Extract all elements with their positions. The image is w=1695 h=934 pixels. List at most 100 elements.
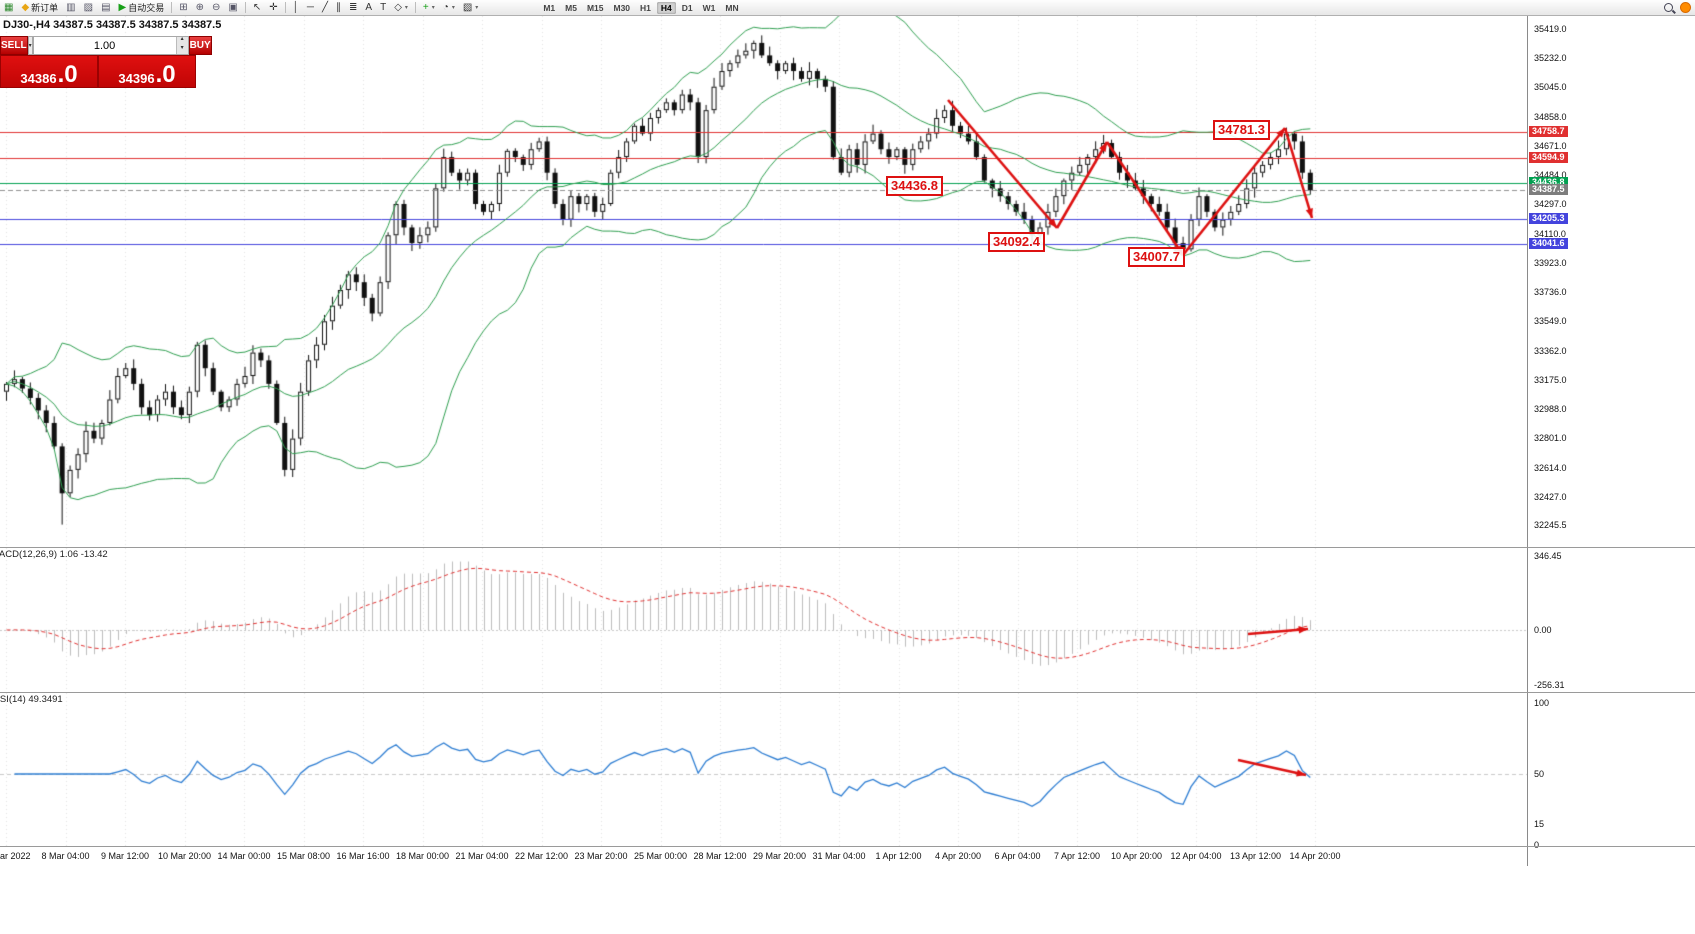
price-level-tag: 34205.3 [1529,212,1568,224]
buy-price-display[interactable]: 34396.0 [98,55,196,88]
macd-scale-label: -256.31 [1534,679,1565,690]
data-window-icon[interactable]: ▤ [98,1,113,14]
templates-icon[interactable]: ▧ ▾ [460,1,481,14]
price-annotation[interactable]: 34092.4 [988,232,1045,252]
new-chart-icon[interactable]: ⊞ [176,1,190,14]
chart-window-icon-glyph-icon: ▥ [66,1,76,13]
sell-price-display[interactable]: 34386.0 [0,55,98,88]
timeframe-m30[interactable]: M30 [613,2,631,13]
tile-windows-icon[interactable]: ▣ [225,1,240,14]
volume-increase-button[interactable] [176,37,188,46]
price-scale-label: 33175.0 [1534,374,1567,385]
fibonacci-icon[interactable]: ≣ [346,1,360,14]
price-scale-label: 34858.0 [1534,111,1567,122]
macd-canvas[interactable] [0,548,1527,692]
trendline-icon[interactable]: ╱ [319,1,331,14]
price-level-tag: 34387.5 [1529,184,1568,196]
volume-stepper [175,37,188,54]
price-level-tag: 34594.9 [1529,151,1568,163]
vertical-line-icon[interactable]: │ [290,1,302,14]
price-scale-label: 33362.0 [1534,345,1567,356]
trade-panel-prices: 34386.0 34396.0 [0,55,196,88]
toolbar: ▦ ◆ 新订单 ▥ ▨ ▤ ▶ 自动交易 ⊞ ⊕ ⊖ ▣ ↖ ✛ │ ─ ╱ ∥ ≣ A T ◇ ▾ + ▾ ◔ ▾ ▧ ▾ M1 M5 M… [0,0,1695,16]
time-axis-label: 21 Mar 04:00 [455,851,509,861]
timeframe-d1[interactable]: D1 [681,2,693,13]
timeframe-m15[interactable]: M15 [586,2,604,13]
volume-input[interactable] [33,37,176,54]
price-scale-label: 32245.5 [1534,520,1567,531]
rsi-canvas[interactable] [0,693,1527,846]
toolbar-right-group [1664,2,1691,13]
timeframe-m5[interactable]: M5 [565,2,577,13]
shapes-icon[interactable]: ◇ ▾ [391,1,411,14]
price-scale-label: 34671.0 [1534,140,1567,151]
periods-icon[interactable]: ◔ ▾ [440,1,458,14]
volume-decrease-button[interactable] [176,45,188,54]
chart-window-icon[interactable]: ▥ [63,1,78,14]
price-level-tag: 34436.8 [1529,176,1568,188]
time-axis-label: 9 Mar 12:00 [100,851,150,861]
price-level-tag: 34758.7 [1529,126,1568,138]
time-axis-label: 7 Apr 12:00 [1053,851,1101,861]
notification-dot[interactable] [1680,2,1691,13]
panel-separator[interactable] [0,547,1695,548]
rsi-scale-label: 15 [1534,818,1545,829]
charts-grid-icon[interactable]: ▦ [1,1,16,14]
macd-scale-label: 0.00 [1534,625,1552,635]
price-scale-label: 33923.0 [1534,257,1567,268]
auto-trading-button[interactable]: ▶ 自动交易 [116,1,168,14]
new-chart-icon-glyph-icon: ⊞ [179,1,188,13]
timeframe-h1[interactable]: H1 [640,2,651,13]
volume-field [32,36,189,55]
text-icon[interactable]: A [362,1,375,14]
new-order-button-label: 新订单 [31,3,59,13]
sell-price-pips: .0 [57,60,78,88]
crosshair-icon[interactable]: ✛ [266,1,280,14]
price-chart-canvas[interactable] [0,16,1527,547]
price-scale-label: 35045.0 [1534,82,1567,93]
zoom-in-icon[interactable]: ⊕ [193,1,207,14]
main-price-chart: DJ30-,H4 34387.5 34387.5 34387.5 34387.5… [0,16,1527,547]
price-annotation[interactable]: 34781.3 [1213,120,1270,140]
buy-button[interactable]: BUY [188,36,212,55]
caret-down-icon: ▾ [404,5,408,11]
search-icon[interactable] [1664,3,1673,12]
time-axis-label: 31 Mar 04:00 [812,851,866,861]
time-axis-label: ar 2022 [0,851,31,861]
price-annotation[interactable]: 34436.8 [886,176,943,196]
zoom-out-icon[interactable]: ⊖ [209,1,223,14]
time-axis-label: 14 Apr 20:00 [1289,851,1341,861]
templates-icon-glyph-icon: ▧ [462,1,473,13]
time-axis-label: 4 Apr 20:00 [934,851,982,861]
macd-scale-label: 346.45 [1534,551,1562,561]
indicators-icon[interactable]: + ▾ [420,1,438,14]
timeframe-bar: M1 M5 M15 M30 H1 H4 D1 W1 MN [538,1,743,14]
text-label-icon[interactable]: T [377,1,389,14]
time-axis-label: 25 Mar 00:00 [633,851,688,861]
time-axis: ar 2022 8 Mar 04:00 9 Mar 12:00 10 Mar 20:0… [0,848,1527,865]
shapes-icon-glyph-icon: ◇ [394,1,402,13]
cursor-icon[interactable]: ↖ [250,1,264,14]
time-axis-label: 12 Apr 04:00 [1170,851,1222,861]
profiles-icon[interactable]: ▨ [81,1,96,14]
toolbar-separator [244,2,246,13]
new-order-button[interactable]: ◆ 新订单 [18,1,61,14]
indicators-icon-glyph-icon: + [422,1,429,13]
panel-separator[interactable] [0,692,1695,693]
timeframe-h4[interactable]: H4 [656,1,676,14]
cursor-icon-glyph-icon: ↖ [252,1,262,13]
trendline-icon-glyph-icon: ╱ [322,1,329,13]
trade-options-dropdown[interactable] [27,36,33,55]
timeframe-mn[interactable]: MN [725,2,739,13]
panel-separator [0,846,1695,847]
price-annotation[interactable]: 34007.7 [1128,247,1185,267]
toolbar-separator [414,2,416,13]
chart-ohlc-readout: DJ30-,H4 34387.5 34387.5 34387.5 34387.5 [3,19,222,31]
timeframe-m1[interactable]: M1 [543,2,556,13]
sell-button[interactable]: SELL [0,36,28,55]
horizontal-line-icon[interactable]: ─ [304,1,317,14]
rsi-indicator-panel: RSI(14) 49.3491 [0,693,1527,846]
equidistant-channel-icon[interactable]: ∥ [333,1,344,14]
time-axis-label: 13 Apr 12:00 [1229,851,1282,861]
timeframe-w1[interactable]: W1 [702,2,716,13]
